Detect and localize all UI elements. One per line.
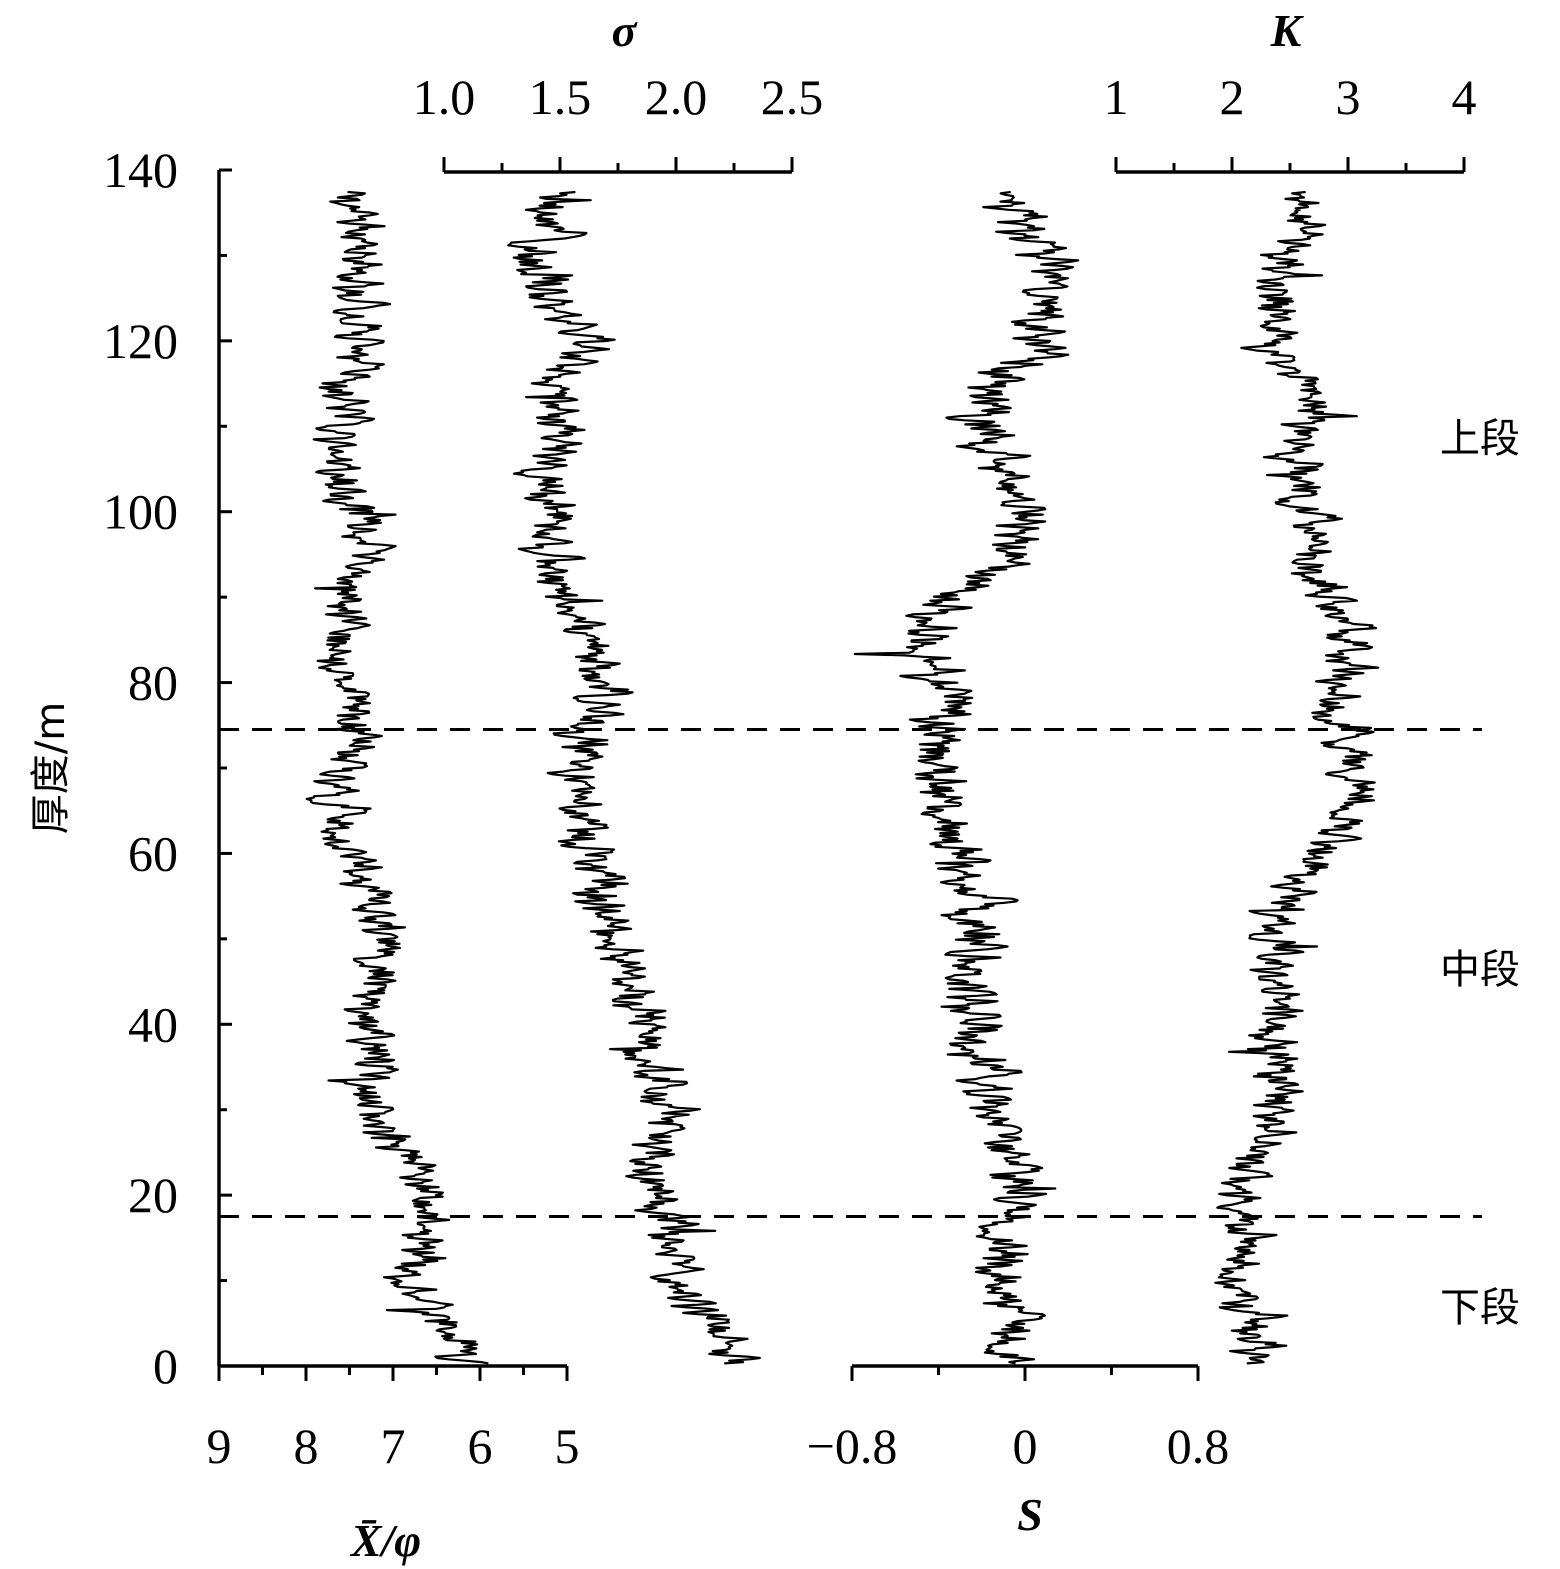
thickness-axis-label: 厚度/m [28,702,74,834]
mean-axis: 9 8 7 6 5 [207,1364,580,1474]
thickness-tick-label: 80 [128,655,178,711]
segment-label-middle: 中段 [1440,947,1520,993]
kurtosis-tick-label: 2 [1220,69,1245,125]
sigma-tick-label: 1.0 [413,69,476,125]
thickness-tick-label: 100 [103,484,178,540]
sigma-axis-label: σ [612,5,638,56]
mean-tick-label: 7 [381,1418,406,1474]
mean-curve [305,190,489,1365]
mean-tick-label: 5 [555,1418,580,1474]
segment-label-lower: 下段 [1440,1285,1520,1331]
skewness-tick-label: 0 [1013,1418,1038,1474]
sigma-curve [507,190,761,1365]
kurtosis-tick-label: 4 [1452,69,1477,125]
thickness-tick-label: 60 [128,825,178,881]
thickness-tick-label: 40 [128,996,178,1052]
parameter-curves [305,190,1380,1365]
skewness-curve [853,190,1080,1365]
thickness-tick-label: 0 [153,1338,178,1394]
thickness-tick-label: 120 [103,313,178,369]
skewness-tick-label: −0.8 [807,1418,898,1474]
mean-axis-label: X̄/φ [349,1515,421,1566]
kurtosis-tick-label: 1 [1104,69,1129,125]
kurtosis-tick-label: 3 [1336,69,1361,125]
segment-label-upper: 上段 [1440,416,1520,462]
mean-tick-label: 6 [468,1418,493,1474]
thickness-tick-label: 20 [128,1167,178,1223]
mean-tick-label: 8 [294,1418,319,1474]
kurtosis-axis: 1 2 3 4 [1104,69,1477,174]
sigma-tick-label: 2.5 [761,69,824,125]
skewness-axis: −0.8 0 0.8 [807,1364,1230,1474]
kurtosis-curve [1214,190,1380,1365]
skewness-tick-label: 0.8 [1167,1418,1230,1474]
kurtosis-axis-label: K [1270,5,1305,56]
skewness-axis-label: S [1017,1489,1043,1540]
thickness-tick-label: 140 [103,142,178,198]
mean-tick-label: 9 [207,1418,232,1474]
segment-boundaries [219,728,1482,1218]
sigma-axis: 1.0 1.5 2.0 2.5 [413,69,824,174]
thickness-axis: 0 20 40 60 80 100 120 140 [103,142,232,1394]
sigma-tick-label: 2.0 [645,69,708,125]
sigma-tick-label: 1.5 [529,69,592,125]
